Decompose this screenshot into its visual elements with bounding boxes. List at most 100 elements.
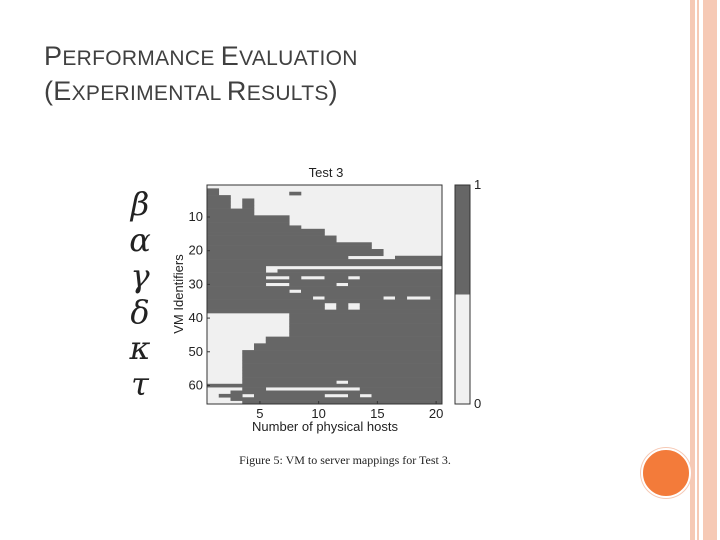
colorbar-tick-label: 1: [474, 177, 481, 192]
x-tick-label: 10: [311, 406, 325, 421]
heatmap-cell-run: [395, 296, 408, 300]
y-tick-label: 40: [189, 310, 203, 325]
heatmap-cell-run: [242, 363, 443, 368]
y-axis-ticks: 10 20 30 40 50 60: [189, 209, 210, 392]
heatmap-cell-run: [242, 370, 443, 374]
heatmap-cell-run: [289, 323, 443, 327]
heatmap-cell-run: [289, 326, 443, 331]
heatmap-cell-run: [207, 208, 255, 213]
heatmap-cells: [207, 185, 443, 405]
heatmap-cell-run: [207, 296, 314, 300]
heatmap-cell-run: [230, 397, 443, 401]
heatmap-cell-run: [230, 390, 443, 395]
heatmap-cell-run: [207, 228, 325, 233]
heatmap-cell-run: [430, 296, 443, 300]
heatmap-cell-run: [265, 336, 443, 341]
heatmap-cell-run: [242, 265, 267, 270]
heatmap-cell-run: [207, 292, 443, 297]
heatmap-cell-run: [242, 377, 443, 381]
chart-title: Test 3: [309, 165, 344, 180]
colorbar-tick-label: 0: [474, 396, 481, 411]
slide-title-line-2: (EXPERIMENTAL RESULTS): [44, 76, 338, 106]
heatmap-cell-run: [207, 242, 372, 246]
heatmap-cell-run: [207, 259, 443, 263]
heatmap-cell-run: [277, 269, 443, 273]
heatmap-cell-run: [207, 195, 231, 199]
heatmap-cell-run: [207, 282, 267, 287]
heatmap-cell-run: [324, 275, 349, 280]
y-tick-label: 50: [189, 344, 203, 359]
greek-symbol-gamma: γ: [130, 257, 150, 295]
heatmap-cell-run: [207, 232, 325, 236]
y-axis-label: VM Identifiers: [171, 254, 186, 334]
heatmap-cell-run: [207, 269, 267, 273]
heatmap-cell-run: [242, 356, 443, 361]
heatmap-cell-run: [348, 380, 443, 385]
heatmap-cell-run: [207, 235, 337, 240]
heatmap-cell-run: [207, 211, 255, 216]
heatmap-cell-run: [289, 329, 443, 334]
heatmap-cell-run: [359, 306, 443, 310]
heatmap-cell-run: [359, 275, 443, 280]
greek-symbol-tau: τ: [131, 365, 149, 403]
y-tick-label: 20: [189, 243, 203, 258]
heatmap-cell-run: [207, 383, 443, 388]
heatmap-cell-run: [242, 360, 443, 364]
greek-symbol-delta: δ: [130, 293, 150, 331]
y-tick-label: 30: [189, 276, 203, 291]
heatmap-cell-run: [254, 343, 443, 348]
colorbar-frame: [454, 184, 471, 405]
heatmap-cell-run: [218, 393, 243, 398]
colorbar-segment-high: [455, 185, 470, 295]
heatmap-cell-run: [207, 205, 231, 209]
heatmap-cell-run: [254, 346, 443, 351]
heatmap-cell-run: [242, 353, 443, 358]
heatmap-cell-run: [207, 309, 443, 314]
decorative-stripe: [703, 0, 717, 540]
heatmap-cell-run: [207, 201, 231, 206]
slide-title: PERFORMANCE EVALUATION (EXPERIMENTAL RES…: [44, 40, 604, 110]
heatmap-cell-run: [207, 191, 220, 196]
heatmap-cell-run: [207, 238, 337, 243]
heatmap-cell-run: [289, 316, 443, 321]
heatmap-cell-run: [207, 279, 443, 284]
heatmap-cell-run: [207, 265, 243, 270]
heatmap-cell-run: [207, 218, 290, 223]
y-tick-label: 10: [189, 209, 203, 224]
heatmap-cell-run: [289, 275, 302, 280]
heatmap-cell-run: [207, 286, 443, 290]
heatmap-cell-run: [207, 249, 384, 253]
heatmap-cell-run: [254, 393, 325, 398]
heatmap-cell-run: [207, 289, 290, 294]
heatmap-cell-run: [242, 198, 255, 203]
heatmap-cell-run: [359, 387, 443, 391]
heatmap-cell-run: [242, 350, 443, 354]
greek-symbol-alpha: α: [129, 221, 151, 259]
heatmap-cell-run: [242, 387, 267, 391]
heatmap-cell-run: [207, 222, 290, 226]
heatmap-cell-run: [348, 282, 443, 287]
heatmap-cell-run: [207, 302, 325, 307]
greek-symbol-beta: β: [130, 185, 150, 223]
plot-frame: [206, 184, 443, 405]
heatmap-cell-run: [242, 380, 337, 385]
heatmap-cell-run: [242, 205, 255, 209]
heatmap-cell-run: [207, 272, 443, 277]
heatmap-cell-run: [289, 282, 337, 287]
heatmap-cell-run: [301, 289, 443, 294]
heatmap-cell-run: [242, 373, 443, 378]
heatmap-cell-run: [265, 339, 443, 344]
heatmap-cell-run: [207, 275, 267, 280]
heatmap-cell-run: [359, 302, 443, 307]
heatmap-cell-run: [371, 393, 443, 398]
heatmap-cell-run: [289, 191, 302, 196]
heatmap-cell-run: [336, 302, 349, 307]
heatmap-cell-run: [242, 366, 443, 371]
heatmap-cell-run: [289, 319, 443, 324]
heatmap-cell-run: [395, 255, 443, 260]
heatmap-cell-run: [207, 255, 349, 260]
heatmap-cell-run: [336, 306, 349, 310]
heatmap-cell-run: [242, 400, 443, 405]
heatmap-cell-run: [207, 306, 325, 310]
